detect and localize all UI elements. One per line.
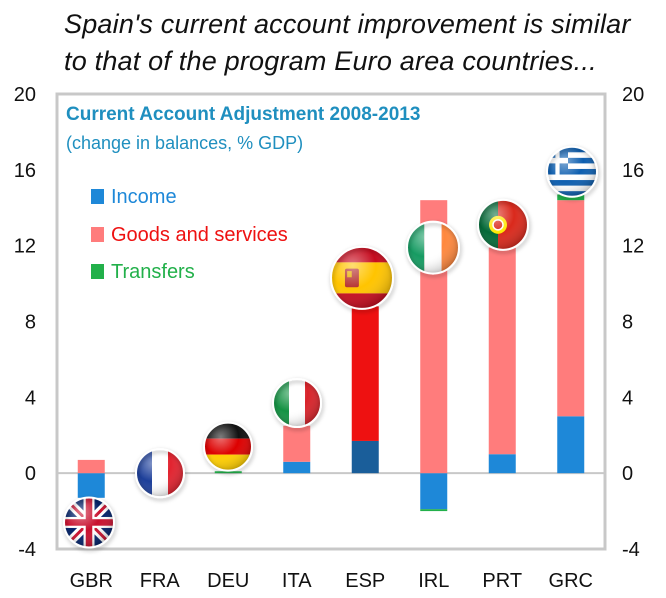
chart-subtitle: (change in balances, % GDP)	[66, 133, 303, 153]
y-tick-label-right: 8	[622, 312, 633, 334]
y-tick-label-right: 20	[622, 84, 644, 106]
legend-label: Transfers	[111, 261, 195, 283]
flags	[63, 145, 598, 549]
y-tick-label-right: 12	[622, 236, 644, 258]
bar-segment	[77, 473, 105, 498]
y-tick-label-left: 0	[25, 463, 36, 485]
y-tick-label-left: 12	[14, 236, 36, 258]
flag-grc-icon	[546, 145, 598, 198]
headline-line-1: Spain's current account improvement is s…	[64, 9, 631, 39]
bar-segment	[283, 425, 311, 462]
x-tick-label: ESP	[345, 570, 385, 592]
legend: Income Goods and services Transfers	[91, 186, 288, 283]
flag-fra-icon	[135, 448, 185, 499]
y-tick-label-right: 4	[622, 387, 633, 409]
y-axis-left: -4 0 4 8 12 16 20	[14, 84, 36, 561]
flag-prt-icon	[477, 198, 529, 251]
headline-line-2: to that of the program Euro area countri…	[64, 46, 597, 76]
bar-segment	[557, 416, 585, 474]
y-tick-label-left: 4	[25, 387, 36, 409]
flag-gbr-icon	[63, 496, 115, 549]
y-tick-label-left: 20	[14, 84, 36, 106]
bar-segment	[214, 471, 242, 474]
bar-segment	[420, 509, 448, 512]
x-tick-label: GBR	[70, 570, 113, 592]
legend-swatch	[91, 189, 104, 204]
bar-segment	[351, 306, 379, 441]
bar-segment	[420, 473, 448, 510]
y-tick-label-left: 16	[14, 160, 36, 182]
y-tick-label-left: -4	[18, 539, 36, 561]
flag-deu-icon	[203, 421, 253, 472]
legend-label: Income	[111, 186, 177, 208]
bar-segment	[351, 440, 379, 474]
bar-segment	[77, 459, 105, 474]
legend-label: Goods and services	[111, 224, 288, 246]
flag-ita-icon	[272, 378, 322, 429]
chart-headline: Spain's current account improvement is s…	[64, 6, 654, 80]
bar-segment	[557, 200, 585, 417]
flag-esp-icon	[330, 245, 394, 310]
x-tick-label: FRA	[140, 570, 181, 592]
chart-title: Current Account Adjustment 2008-2013	[66, 104, 420, 125]
y-tick-label-left: 8	[25, 312, 36, 334]
bar-segment	[488, 247, 516, 455]
x-tick-label: GRC	[549, 570, 593, 592]
y-tick-label-right: 0	[622, 463, 633, 485]
y-tick-label-right: -4	[622, 539, 640, 561]
x-tick-label: IRL	[418, 570, 449, 592]
bar-segment	[488, 454, 516, 474]
y-axis-right: -4 0 4 8 12 16 20	[622, 84, 644, 561]
legend-swatch	[91, 264, 104, 279]
flag-irl-icon	[406, 220, 460, 275]
bar-segment	[283, 461, 311, 474]
x-tick-label: PRT	[482, 570, 522, 592]
x-tick-label: ITA	[282, 570, 312, 592]
legend-swatch	[91, 227, 104, 242]
y-tick-label-right: 16	[622, 160, 644, 182]
x-axis: GBR FRA DEU ITA ESP IRL PRT GRC	[70, 570, 593, 592]
x-tick-label: DEU	[207, 570, 249, 592]
